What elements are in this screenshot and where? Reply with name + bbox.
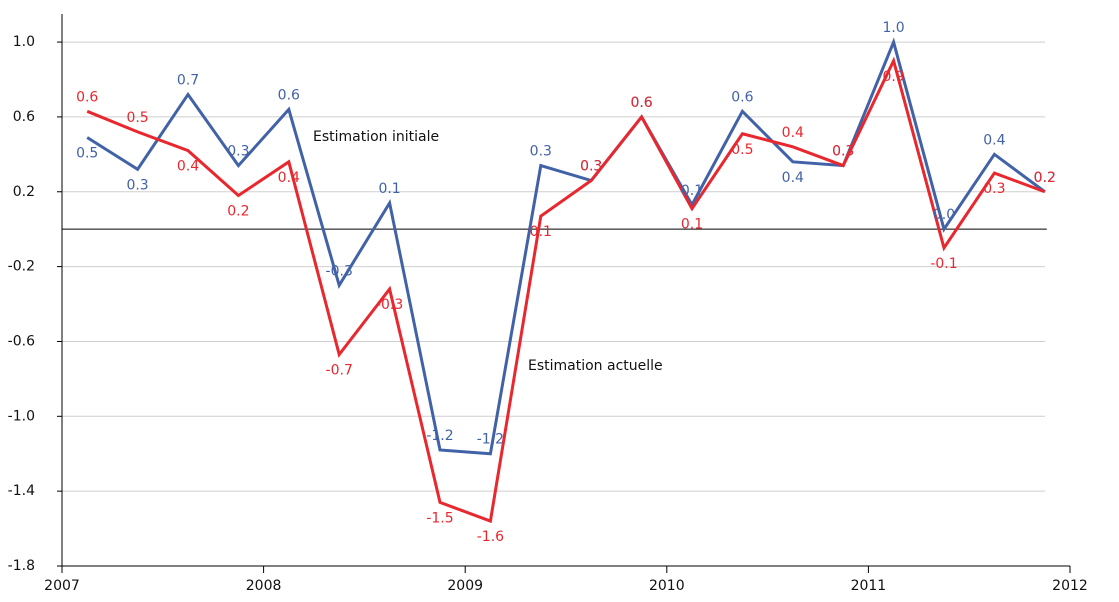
data-label: 0.3 <box>983 181 1005 197</box>
data-label: -1.2 <box>477 432 504 448</box>
data-label: 0.6 <box>630 95 652 111</box>
data-label: -0.7 <box>326 363 353 379</box>
data-label: 0.1 <box>378 181 400 197</box>
data-label: 0.9 <box>882 69 904 85</box>
data-label: 0.5 <box>126 110 148 126</box>
x-tick-label: 2010 <box>649 578 685 594</box>
y-tick-label: 0.2 <box>13 184 35 200</box>
y-tick-label: -0.6 <box>8 333 35 349</box>
data-label: -0.3 <box>376 297 403 313</box>
data-label: 0.5 <box>76 145 98 161</box>
data-label: 0.1 <box>681 183 703 199</box>
data-label: 0.0 <box>933 207 955 223</box>
data-label: 0.3 <box>580 159 602 175</box>
data-label: 0.4 <box>782 125 804 141</box>
series-annotation: Estimation initiale <box>313 129 439 145</box>
data-label: 0.6 <box>630 95 652 111</box>
data-label: 0.7 <box>177 72 199 88</box>
data-label: 0.6 <box>76 89 98 105</box>
x-tick-label: 2007 <box>44 578 80 594</box>
data-label: 0.4 <box>177 159 199 175</box>
data-label: 1.0 <box>882 20 904 36</box>
y-tick-label: -1.4 <box>8 483 35 499</box>
data-label: -1.2 <box>426 428 453 444</box>
data-label: 0.5 <box>731 142 753 158</box>
series-line <box>86 56 1046 524</box>
data-label: 0.4 <box>983 132 1005 148</box>
x-tick-label: 2012 <box>1052 578 1088 594</box>
data-label: 0.6 <box>731 89 753 105</box>
y-tick-label: 1.0 <box>13 34 35 50</box>
data-label: 0.4 <box>782 170 804 186</box>
data-label: -0.3 <box>326 263 353 279</box>
data-label: 0.4 <box>278 170 300 186</box>
data-label: 0.6 <box>278 87 300 103</box>
y-tick-label: -1.0 <box>8 408 35 424</box>
data-label: 0.3 <box>227 144 249 160</box>
data-label: 0.3 <box>530 144 552 160</box>
data-label: 0.1 <box>530 224 552 240</box>
series-annotation: Estimation actuelle <box>528 358 663 374</box>
series-line <box>86 37 1046 456</box>
x-tick-label: 2011 <box>851 578 887 594</box>
x-tick-label: 2009 <box>447 578 483 594</box>
data-label: 0.2 <box>227 204 249 220</box>
data-label: 0.2 <box>1034 170 1056 186</box>
data-label: 0.3 <box>832 144 854 160</box>
x-tick-label: 2008 <box>246 578 282 594</box>
data-label: 0.3 <box>126 177 148 193</box>
data-label: 0.1 <box>681 217 703 233</box>
data-label: 0.3 <box>580 159 602 175</box>
data-label: 0.3 <box>832 144 854 160</box>
data-label: -1.6 <box>477 529 504 545</box>
data-label: -0.1 <box>930 256 957 272</box>
data-label: -1.5 <box>426 510 453 526</box>
y-tick-label: 0.6 <box>13 109 35 125</box>
data-label: 0.2 <box>1034 170 1056 186</box>
y-tick-label: -1.8 <box>8 558 35 574</box>
y-tick-label: -0.2 <box>8 259 35 275</box>
